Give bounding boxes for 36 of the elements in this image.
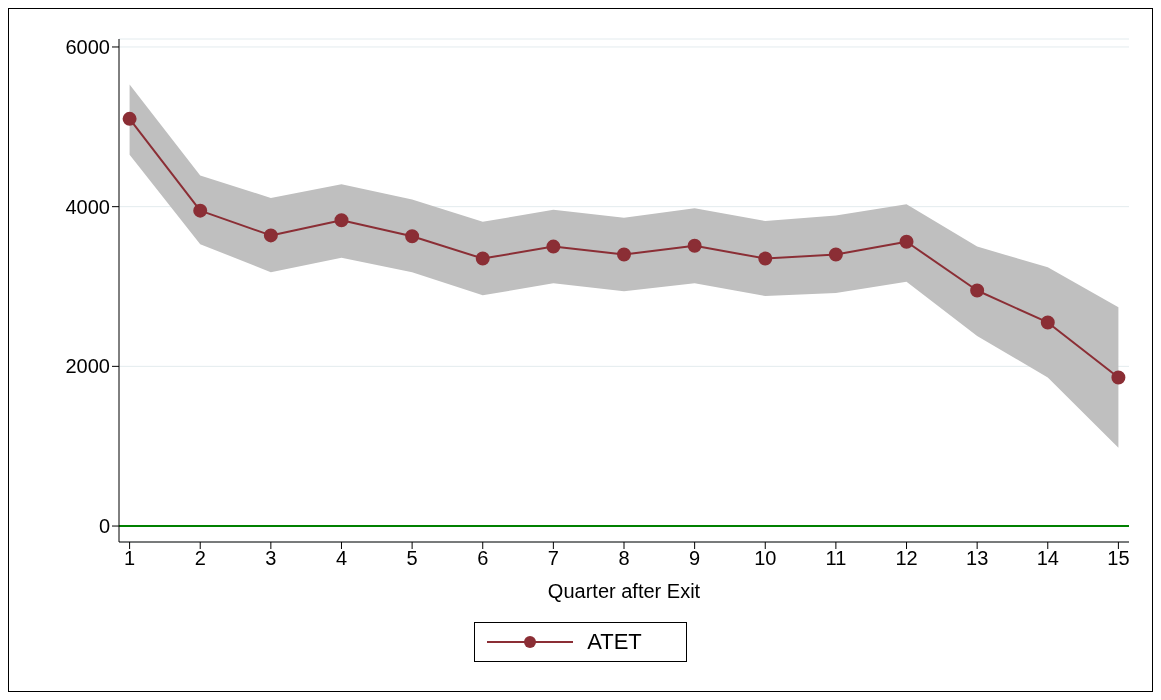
point <box>758 251 773 266</box>
x-tick-label: 12 <box>895 547 918 570</box>
x-tick-label: 7 <box>547 547 559 570</box>
x-axis-title: Quarter after Exit <box>547 580 701 602</box>
y-tick-label: 2000 <box>65 355 110 378</box>
point <box>475 251 490 266</box>
point <box>970 283 985 298</box>
legend-label: ATET <box>587 629 642 655</box>
point <box>334 213 349 228</box>
point <box>193 203 208 218</box>
x-tick-label: 14 <box>1036 547 1059 570</box>
x-tick-label: 4 <box>335 547 348 570</box>
point <box>405 229 420 244</box>
point <box>617 247 631 262</box>
x-tick-label: 6 <box>477 547 489 570</box>
point <box>546 239 561 254</box>
point <box>263 228 278 243</box>
x-tick-label: 13 <box>966 547 989 570</box>
point <box>1040 315 1055 330</box>
point <box>899 234 914 249</box>
x-tick-label: 1 <box>124 547 136 570</box>
x-tick-label: 11 <box>825 547 847 570</box>
point <box>1111 370 1126 385</box>
x-tick-label: 5 <box>406 547 418 570</box>
point <box>122 111 137 126</box>
y-tick-label: 4000 <box>65 195 110 218</box>
x-tick-label: 2 <box>194 547 206 570</box>
x-tick-label: 10 <box>754 547 777 570</box>
y-tick-label: 6000 <box>65 36 110 59</box>
y-tick-label: 0 <box>98 515 110 538</box>
x-tick-label: 8 <box>618 547 630 570</box>
x-tick-label: 9 <box>689 547 701 570</box>
point <box>687 238 702 253</box>
x-tick-label: 3 <box>265 547 277 570</box>
point <box>828 247 843 262</box>
x-tick-label: 15 <box>1107 547 1130 570</box>
